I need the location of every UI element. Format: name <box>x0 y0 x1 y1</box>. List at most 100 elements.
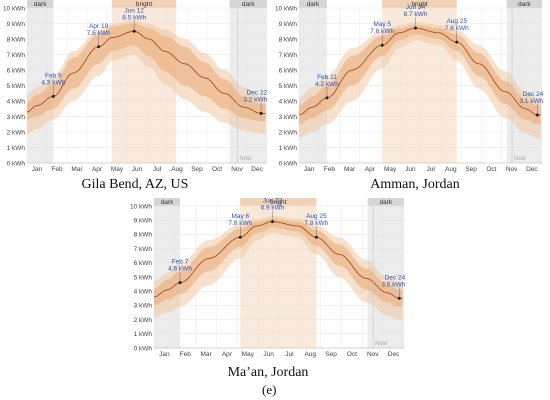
y-tick-label: 6 kWh <box>279 67 298 74</box>
y-tick-label: 3 kWh <box>134 303 153 310</box>
x-tick-label: Jan <box>304 166 315 173</box>
x-tick-label: Sep <box>191 166 203 173</box>
annotation-value: 8.5 kWh <box>122 14 146 21</box>
x-tick-label: Oct <box>486 166 496 173</box>
chart-svg-gila-bend: dark bright dark 0 kWh 1 kWh 2 kWh 3 kWh 4 kWh 5… <box>3 0 267 173</box>
band-header-dark <box>506 0 542 8</box>
x-tick-label: Mar <box>344 166 356 173</box>
chart-panel-gila-bend: dark bright dark 0 kWh 1 kWh 2 kWh 3 kWh 4 kWh 5… <box>0 0 275 195</box>
annotation-point <box>178 281 182 285</box>
y-tick-label: 4 kWh <box>279 98 298 105</box>
y-tick-label: 5 kWh <box>7 83 26 90</box>
annotation-date: Jun 22 <box>263 198 283 205</box>
annotation-point <box>238 235 242 239</box>
annotation-point <box>314 235 318 239</box>
x-tick-label: Aug <box>171 166 183 173</box>
y-tick-label: 9 kWh <box>279 21 298 28</box>
y-tick-label: 2 kWh <box>279 129 298 136</box>
y-tick-label: 0 kWh <box>134 345 153 352</box>
x-tick-label: Dec <box>251 166 263 173</box>
annotation-value: 7.8 kWh <box>304 220 328 227</box>
x-tick-label: Jan <box>32 166 43 173</box>
y-tick-label: 4 kWh <box>7 98 26 105</box>
y-tick-label: 6 kWh <box>7 67 26 74</box>
x-tick-label: Apr <box>365 166 376 173</box>
y-tick-label: 0 kWh <box>7 160 26 167</box>
chart-panel-maan: dark bright dark 0 kWh 1 kWh 2 kWh 3 kWh 4 kWh 5… <box>118 198 418 400</box>
annotation-date: Dec 22 <box>246 89 267 96</box>
x-tick-label: Sep <box>325 351 337 358</box>
y-tick-label: 8 kWh <box>134 232 153 239</box>
band-label-dark: dark <box>34 1 47 8</box>
percentile-band-inner <box>154 218 403 307</box>
annotation-value: 4.2 kWh <box>315 81 339 88</box>
annotation-value: 7.8 kWh <box>228 220 252 227</box>
x-tick-label: Feb <box>180 351 192 358</box>
x-tick-label: Nov <box>506 166 518 173</box>
annotation-point <box>535 113 539 117</box>
chart-panel-amman: dark bright dark 0 kWh 1 kWh 2 kWh 3 kWh 4 kWh 5… <box>275 0 550 195</box>
average-line <box>298 27 541 116</box>
annotation-point <box>455 40 459 44</box>
x-tick-label: Jan <box>159 351 170 358</box>
annotation-value: 3.5 kWh <box>381 281 405 288</box>
y-tick-label: 5 kWh <box>279 83 298 90</box>
y-tick-label: 4 kWh <box>134 289 153 296</box>
band-label-dark: dark <box>161 199 174 206</box>
annotation-point <box>397 296 401 300</box>
x-tick-label: Oct <box>347 351 357 358</box>
band-label-bright: bright <box>411 1 427 8</box>
annotation-value: 4.3 kWh <box>41 79 65 86</box>
annotation-date: Feb 11 <box>317 74 337 81</box>
annotation-date: Feb 7 <box>172 259 189 266</box>
annotation-point <box>380 43 384 47</box>
percentile-band-outer <box>299 22 541 139</box>
annotation-date: Jun 24 <box>406 4 426 11</box>
y-tick-label: 6 kWh <box>134 260 153 267</box>
annotation-date: Aug 25 <box>306 213 327 220</box>
average-line <box>26 30 266 114</box>
annotation-point <box>132 29 136 33</box>
chart-caption: Ma’an, Jordan <box>227 365 309 380</box>
band-header-dark <box>27 0 54 8</box>
x-tick-label: Nov <box>367 351 379 358</box>
x-tick-label: May <box>242 351 255 358</box>
x-tick-label: Oct <box>212 166 222 173</box>
annotation-value: 3.2 kWh <box>243 96 267 103</box>
annotation-point <box>259 111 263 115</box>
band-label-dark: dark <box>307 1 320 8</box>
average-line <box>153 221 403 299</box>
chart-svg-maan: dark bright dark 0 kWh 1 kWh 2 kWh 3 kWh 4 kWh 5… <box>130 198 406 358</box>
x-tick-label: Apr <box>222 351 233 358</box>
y-tick-label: 7 kWh <box>134 246 153 253</box>
x-tick-label: Mar <box>71 166 83 173</box>
annotation-date: Feb 9 <box>45 72 62 79</box>
y-tick-label: 1 kWh <box>134 331 153 338</box>
y-tick-label: 7 kWh <box>7 52 26 59</box>
band-header-dark <box>154 198 181 206</box>
y-tick-label: 2 kWh <box>134 317 153 324</box>
y-tick-label: 0 kWh <box>279 160 298 167</box>
x-tick-label: May <box>111 166 124 173</box>
y-tick-label: 10 kWh <box>130 203 152 210</box>
now-label: Now <box>239 156 252 162</box>
annotation-value: 8.7 kWh <box>404 11 428 18</box>
y-tick-label: 10 kWh <box>3 5 25 12</box>
annotation-value: 8.9 kWh <box>261 205 285 212</box>
annotation-date: Jun 12 <box>124 7 144 14</box>
band-header-dark <box>367 198 404 206</box>
x-tick-label: Apr <box>92 166 103 173</box>
band-label-bright: bright <box>270 199 286 206</box>
band-header-bright <box>111 0 177 8</box>
x-tick-label: Jun <box>132 166 143 173</box>
y-tick-label: 5 kWh <box>134 274 153 281</box>
x-tick-label: Dec <box>388 351 400 358</box>
percentile-band-inner <box>27 23 266 122</box>
annotation-value: 7.5 kWh <box>87 30 111 37</box>
band-label-dark: dark <box>518 1 531 8</box>
y-tick-label: 10 kWh <box>275 5 297 12</box>
annotation-date: May 6 <box>231 213 249 220</box>
annotation-value: 3.1 kWh <box>519 98 543 105</box>
x-tick-label: Jun <box>405 166 416 173</box>
y-tick-label: 8 kWh <box>279 36 298 43</box>
